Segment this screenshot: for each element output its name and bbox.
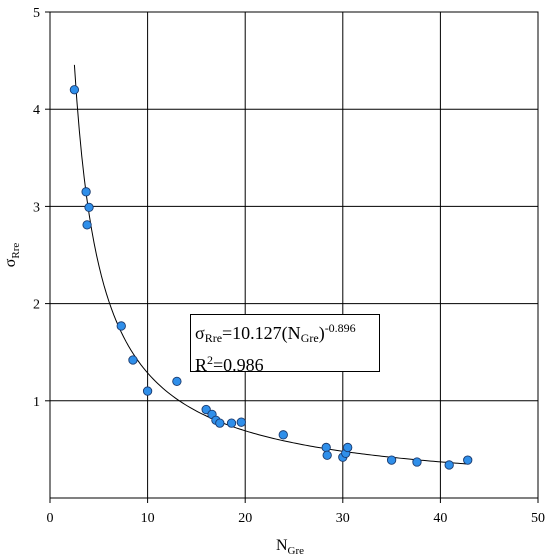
data-point: [82, 220, 92, 230]
x-tick-label: 30: [336, 511, 350, 526]
r-squared-line: R2=0.986: [195, 349, 375, 376]
y-axis-title-main: σ: [2, 258, 19, 267]
equation-exponent: -0.896: [324, 321, 356, 335]
x-axis-title-main: N: [276, 537, 288, 554]
x-tick-label: 40: [433, 511, 447, 526]
data-point: [116, 321, 126, 331]
grid-lines: [50, 12, 538, 498]
equation-close-paren: ): [318, 323, 325, 343]
equation-lhs-sub: Rre: [204, 331, 223, 345]
y-tick-label: 5: [33, 6, 40, 21]
data-point: [172, 376, 182, 387]
data-point: [322, 450, 332, 460]
y-tick-label: 1: [33, 395, 40, 410]
x-tick-label: 20: [238, 511, 252, 526]
data-point: [142, 386, 153, 396]
plot-frame: [49, 11, 539, 499]
regression-equation-box: σRre=10.127(NGre)-0.896 R2=0.986: [190, 314, 380, 375]
data-point: [444, 460, 454, 470]
data-point: [236, 417, 246, 427]
data-point: [412, 457, 422, 467]
y-axis-ticks: 1 2 3 4 5: [33, 6, 50, 410]
y-axis-title-sub: Rre: [10, 243, 22, 259]
data-point: [215, 418, 225, 428]
data-point: [128, 355, 138, 365]
data-point: [463, 455, 473, 465]
r-squared-value: =0.986: [213, 355, 264, 375]
data-point: [386, 455, 397, 465]
y-tick-label: 3: [33, 200, 40, 215]
data-points: [69, 85, 473, 470]
equation-line: σRre=10.127(NGre)-0.896: [195, 317, 375, 349]
data-point: [84, 202, 94, 213]
x-axis-ticks: 0 10 20 30 40 50: [47, 498, 545, 526]
data-point: [69, 85, 80, 95]
r-squared-label: R: [195, 355, 208, 375]
x-tick-label: 50: [531, 511, 545, 526]
x-tick-label: 10: [141, 511, 155, 526]
data-point: [278, 430, 288, 440]
data-point: [343, 442, 353, 453]
y-tick-label: 4: [33, 103, 40, 118]
y-axis-title: σRre: [2, 243, 22, 268]
r-squared-sup: 2: [207, 353, 214, 367]
equation-variable-sub: Gre: [300, 331, 319, 345]
data-point: [81, 187, 91, 197]
x-tick-label: 0: [47, 511, 54, 526]
power-fit-curve: [73, 64, 468, 465]
equation-coefficient: =10.127(N: [222, 323, 301, 343]
data-point: [226, 418, 237, 428]
data-point: [201, 404, 211, 415]
y-tick-label: 2: [33, 298, 40, 313]
x-axis-title: NGre: [276, 537, 304, 557]
data-point: [321, 442, 331, 453]
x-axis-title-sub: Gre: [288, 545, 305, 557]
equation-lhs: σ: [195, 323, 205, 343]
